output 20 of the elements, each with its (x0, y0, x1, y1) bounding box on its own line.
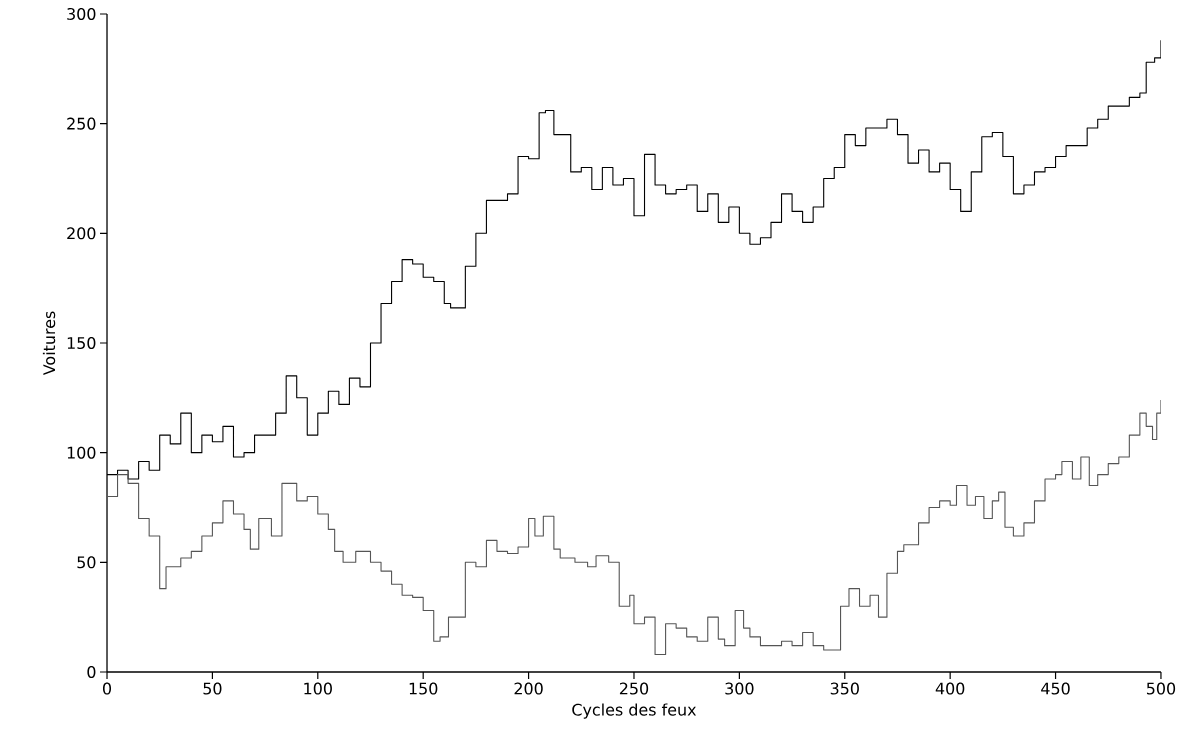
y-tick-label: 150 (67, 336, 96, 350)
x-tick-label: 0 (102, 682, 112, 695)
x-tick-label: 450 (1041, 682, 1070, 695)
y-axis-title: Voitures (42, 311, 56, 376)
x-tick-label: 400 (935, 682, 965, 695)
y-tick-label: 0 (87, 665, 96, 679)
y-tick-label: 300 (67, 7, 96, 20)
x-axis-title: Cycles des feux (572, 703, 697, 719)
x-tick-label: 150 (409, 682, 438, 695)
x-tick-label: 50 (203, 682, 222, 695)
y-tick-label: 250 (67, 117, 96, 130)
x-tick-label: 200 (514, 682, 543, 695)
y-tick-label: 50 (77, 556, 96, 569)
y-tick-label: 100 (67, 446, 96, 459)
x-tick-label: 300 (725, 682, 754, 695)
x-tick-label: 250 (619, 682, 649, 695)
x-tick-label: 500 (1146, 682, 1176, 695)
x-tick-label: 100 (304, 682, 332, 695)
x-tick-label: 350 (830, 682, 859, 695)
y-tick-label: 200 (67, 227, 96, 240)
